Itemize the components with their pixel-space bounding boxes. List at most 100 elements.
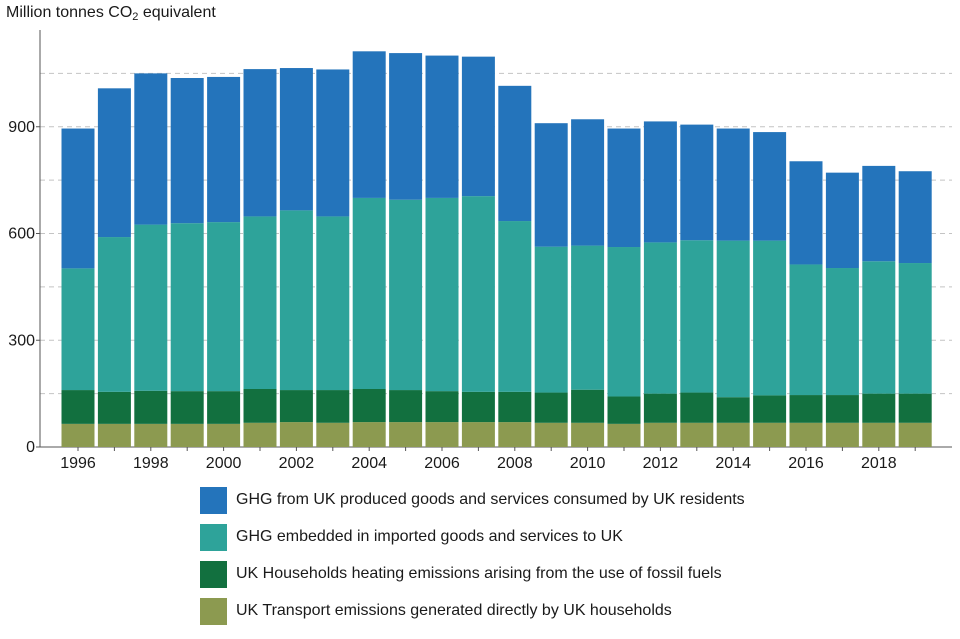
bar-segment xyxy=(243,388,277,423)
bar-segment xyxy=(898,263,932,394)
chart-plot: 0 300 600 900 1996 1998 2000 2002 2004 2006 2008 20… xyxy=(8,30,952,472)
bar-segment xyxy=(207,76,241,223)
y-axis-title-tail: equivalent xyxy=(138,4,216,21)
bar-segment xyxy=(716,422,750,447)
bar-segment xyxy=(425,391,459,423)
bar-segment xyxy=(316,390,350,423)
bar-segment xyxy=(97,423,131,447)
bar-segment xyxy=(825,395,859,423)
bar-segment xyxy=(789,161,823,265)
bar-segment xyxy=(61,128,95,269)
bar-segment xyxy=(753,240,787,396)
bar-segment xyxy=(207,391,241,424)
bar-segment xyxy=(97,391,131,424)
bar-segment xyxy=(680,124,714,241)
bar-segment xyxy=(61,390,95,424)
bar-segment xyxy=(243,69,277,217)
bar-segment xyxy=(316,422,350,447)
legend-label: GHG embedded in imported goods and servi… xyxy=(236,528,623,545)
bar-segment xyxy=(461,391,495,423)
y-tick-label: 0 xyxy=(26,439,35,456)
x-tick-label: 2016 xyxy=(788,455,824,472)
bar-segment xyxy=(352,51,386,198)
bar-segment xyxy=(134,224,168,391)
bar-segment xyxy=(97,88,131,238)
legend-label: UK Households heating emissions arising … xyxy=(236,565,722,582)
bar-segment xyxy=(716,240,750,398)
bar-segment xyxy=(425,55,459,198)
y-axis-title-subscript: 2 xyxy=(132,11,139,23)
bar-segment xyxy=(279,422,313,447)
bar-segment xyxy=(607,396,641,424)
x-tick-label: 2012 xyxy=(643,455,679,472)
bar-segment xyxy=(571,389,605,423)
bar-segment xyxy=(498,422,532,447)
bar-segment xyxy=(753,422,787,447)
bar-segment xyxy=(425,197,459,392)
bar-segment xyxy=(316,216,350,391)
y-axis-title-main: Million tonnes CO xyxy=(6,4,133,21)
bar-segment xyxy=(243,216,277,389)
bar-segment xyxy=(389,390,423,423)
bar-segment xyxy=(898,171,932,264)
x-tick-label: 2010 xyxy=(570,455,606,472)
bar-segment xyxy=(643,242,677,394)
legend-swatch xyxy=(200,486,227,514)
legend-item: GHG embedded in imported goods and servi… xyxy=(200,523,745,551)
bar-segment xyxy=(680,392,714,423)
bar-segment xyxy=(825,268,859,396)
legend-swatch xyxy=(200,597,227,625)
bar-segment xyxy=(498,221,532,392)
x-tick-label: 1998 xyxy=(133,455,169,472)
bar-segment xyxy=(862,393,896,423)
bar-segment xyxy=(789,422,823,447)
x-tick-label: 2004 xyxy=(351,455,387,472)
bar-segment xyxy=(862,165,896,262)
bar-segment xyxy=(134,73,168,225)
legend-label: UK Transport emissions generated directl… xyxy=(236,602,672,619)
bar-segment xyxy=(389,199,423,391)
bar-segment xyxy=(680,422,714,447)
x-tick-label: 2002 xyxy=(279,455,315,472)
bar-segment xyxy=(643,121,677,243)
bar-segment xyxy=(389,422,423,447)
bar-segment xyxy=(753,395,787,423)
bar-segment xyxy=(680,240,714,393)
bar-segment xyxy=(134,423,168,447)
bar-segment xyxy=(279,390,313,423)
x-tick-label: 2014 xyxy=(715,455,751,472)
bar-segment xyxy=(389,53,423,200)
y-axis-title: Million tonnes CO2 equivalent xyxy=(6,4,216,23)
bar-segment xyxy=(534,123,568,247)
bar-segment xyxy=(61,268,95,391)
bar-segment xyxy=(279,210,313,391)
y-tick-label: 900 xyxy=(8,119,35,136)
bar-segment xyxy=(789,264,823,396)
bar-segment xyxy=(352,388,386,423)
bar-segment xyxy=(461,56,495,197)
bar-segment xyxy=(170,391,204,424)
bar-segment xyxy=(316,69,350,217)
legend: GHG from UK produced goods and services … xyxy=(200,486,745,634)
bar-segment xyxy=(207,423,241,447)
bar-segment xyxy=(170,423,204,447)
bar-segment xyxy=(352,422,386,447)
bar-segment xyxy=(898,422,932,447)
x-tick-label: 2008 xyxy=(497,455,533,472)
bar-segment xyxy=(607,423,641,447)
bar-segment xyxy=(134,390,168,424)
bar-segment xyxy=(643,422,677,447)
bar-segment xyxy=(425,422,459,447)
x-tick-label: 2006 xyxy=(424,455,460,472)
bar-segment xyxy=(571,119,605,246)
bar-segment xyxy=(571,245,605,390)
bar-segment xyxy=(352,197,386,389)
bar-segment xyxy=(498,85,532,222)
bar-segment xyxy=(498,391,532,423)
x-tick-label: 2000 xyxy=(206,455,242,472)
bar-segment xyxy=(607,247,641,397)
bar-segment xyxy=(534,422,568,447)
legend-item: UK Transport emissions generated directl… xyxy=(200,597,745,625)
bar-segment xyxy=(534,392,568,423)
legend-swatch xyxy=(200,560,227,588)
